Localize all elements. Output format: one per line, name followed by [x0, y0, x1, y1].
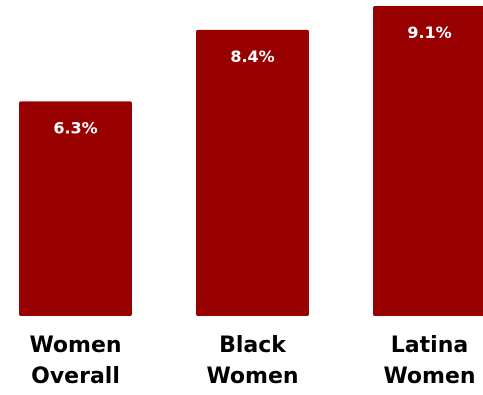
bar-3: [373, 6, 483, 316]
category-label-2: Black Women: [206, 333, 298, 389]
category-label-1: Women Overall: [29, 333, 121, 389]
category-labels-group: Women Overall Black Women Latina Women: [29, 333, 475, 389]
category-label-line: Black: [219, 333, 287, 358]
bar-2: [196, 29, 309, 316]
bar-value-label-2: 8.4%: [230, 47, 274, 66]
category-label-line: Women: [29, 333, 121, 358]
category-label-3: Latina Women: [383, 333, 475, 389]
bar-1: [19, 101, 132, 316]
category-label-line: Women: [383, 364, 475, 389]
bar-value-label-1: 6.3%: [53, 118, 97, 137]
category-label-line: Women: [206, 364, 298, 389]
bar-value-label-3: 9.1%: [407, 23, 451, 42]
category-label-line: Latina: [391, 333, 468, 358]
category-label-line: Overall: [31, 364, 120, 389]
bars-group: 6.3% 8.4% 9.1%: [19, 6, 483, 316]
